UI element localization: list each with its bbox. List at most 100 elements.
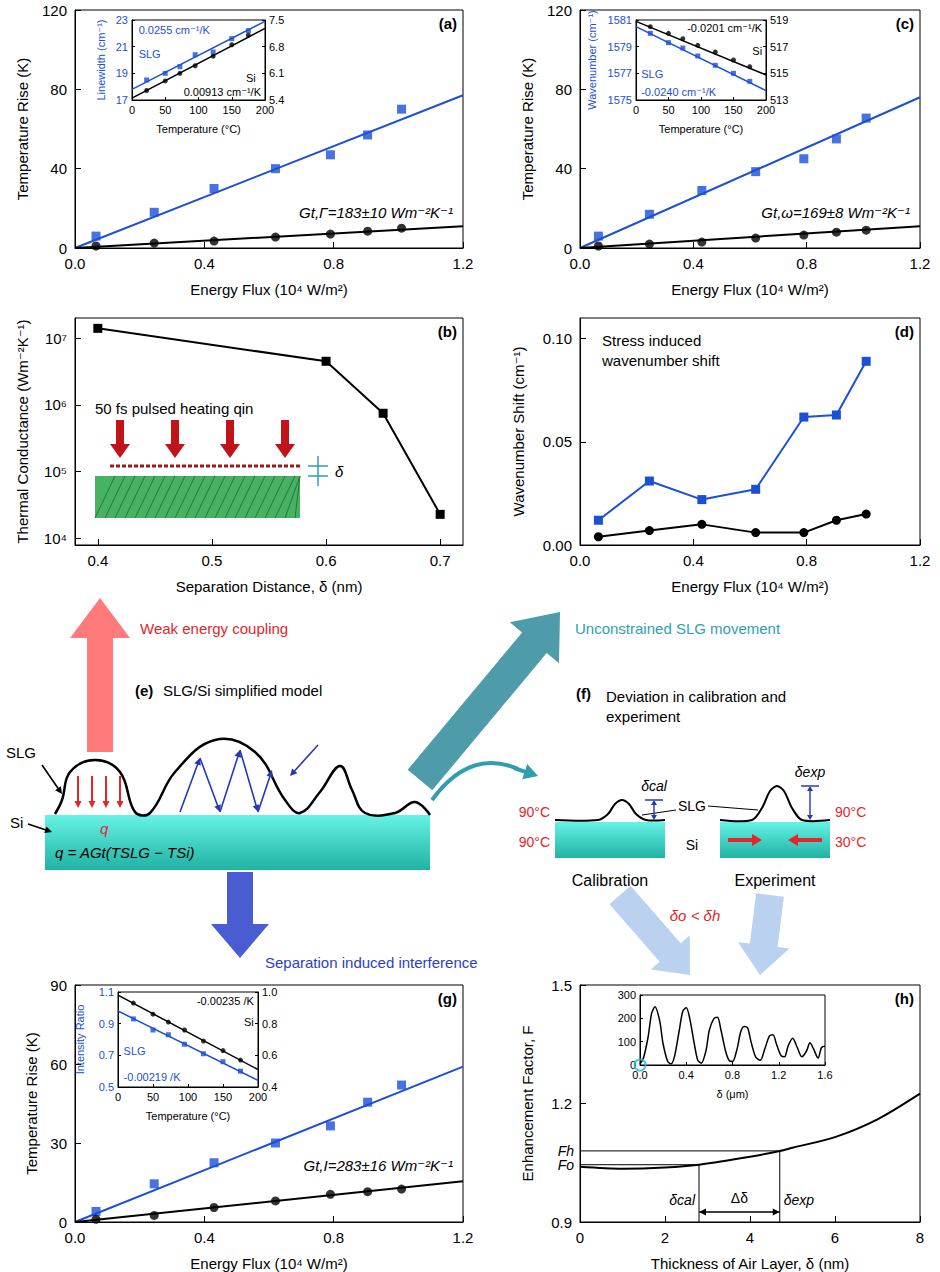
svg-text:Weak energy coupling: Weak energy coupling [140, 620, 288, 637]
svg-text:-0.0240 cm⁻¹/K: -0.0240 cm⁻¹/K [641, 86, 717, 98]
svg-text:1.2: 1.2 [551, 1095, 572, 1112]
svg-text:4: 4 [746, 1229, 754, 1246]
svg-text:200: 200 [757, 104, 775, 116]
svg-text:0.4: 0.4 [679, 1069, 694, 1081]
svg-text:80: 80 [50, 81, 67, 98]
svg-text:-0.0201 cm⁻¹/K: -0.0201 cm⁻¹/K [687, 22, 763, 34]
svg-text:0.0: 0.0 [65, 255, 86, 272]
svg-text:Gt,I=283±16 Wm⁻²K⁻¹: Gt,I=283±16 Wm⁻²K⁻¹ [303, 1157, 453, 1174]
svg-text:wavenumber shift: wavenumber shift [601, 352, 720, 369]
svg-text:SLG: SLG [124, 1045, 146, 1057]
svg-text:200: 200 [249, 1091, 267, 1103]
svg-text:0.4: 0.4 [194, 255, 215, 272]
svg-text:Δδ: Δδ [731, 1190, 748, 1206]
svg-text:0: 0 [633, 104, 639, 116]
svg-text:δexp: δexp [795, 764, 826, 780]
svg-text:100: 100 [618, 1036, 636, 1048]
svg-text:517: 517 [770, 41, 788, 53]
svg-text:Deviation in calibration and: Deviation in calibration and [606, 688, 790, 705]
svg-text:Wavenumber Shift (cm⁻¹): Wavenumber Shift (cm⁻¹) [510, 347, 527, 517]
svg-text:0: 0 [129, 104, 135, 116]
svg-text:7.5: 7.5 [269, 14, 284, 26]
svg-text:Fo: Fo [558, 1157, 575, 1173]
svg-text:Wavenumber (cm⁻¹): Wavenumber (cm⁻¹) [586, 10, 598, 110]
svg-text:SLG: SLG [678, 798, 706, 814]
svg-text:q = AGt(TSLG − TSi): q = AGt(TSLG − TSi) [55, 844, 194, 861]
svg-text:100: 100 [692, 104, 710, 116]
svg-text:6: 6 [831, 1229, 839, 1246]
svg-text:1579: 1579 [608, 41, 632, 53]
svg-text:1.6: 1.6 [817, 1069, 832, 1081]
svg-text:Intensity Ratio: Intensity Ratio [74, 1005, 86, 1075]
svg-text:0.7: 0.7 [430, 552, 451, 569]
svg-text:Energy Flux (10⁴ W/m²): Energy Flux (10⁴ W/m²) [671, 578, 828, 595]
svg-text:0.4: 0.4 [194, 1229, 215, 1246]
svg-text:0.4: 0.4 [683, 255, 704, 272]
svg-text:(h): (h) [895, 990, 914, 1007]
svg-text:(g): (g) [438, 990, 457, 1007]
svg-text:SLG: SLG [6, 744, 36, 761]
svg-text:0.0255 cm⁻¹/K: 0.0255 cm⁻¹/K [139, 24, 211, 36]
svg-text:Temperature Rise (K): Temperature Rise (K) [14, 58, 31, 201]
svg-text:10⁵: 10⁵ [44, 463, 67, 480]
svg-text:1581: 1581 [608, 14, 632, 26]
svg-text:200: 200 [618, 1012, 636, 1024]
svg-text:SLG: SLG [139, 48, 161, 60]
svg-text:0.7: 0.7 [99, 1049, 114, 1061]
svg-text:Unconstrained SLG movement: Unconstrained SLG movement [575, 620, 781, 637]
svg-text:(c): (c) [896, 15, 914, 32]
svg-text:0.0: 0.0 [570, 552, 591, 569]
svg-text:0.05: 0.05 [543, 433, 572, 450]
svg-text:Si: Si [686, 837, 698, 853]
svg-text:Thickness of Air Layer, δ (nm): Thickness of Air Layer, δ (nm) [651, 1255, 849, 1272]
svg-text:1.2: 1.2 [453, 255, 474, 272]
svg-text:0: 0 [59, 240, 67, 257]
svg-text:1.2: 1.2 [910, 552, 931, 569]
svg-text:-0.00235 /K: -0.00235 /K [197, 995, 255, 1007]
svg-text:-0.00219 /K: -0.00219 /K [124, 1071, 182, 1083]
svg-text:Calibration: Calibration [572, 872, 648, 889]
svg-text:0.9: 0.9 [99, 1018, 114, 1030]
svg-text:1.2: 1.2 [453, 1229, 474, 1246]
svg-text:2: 2 [661, 1229, 669, 1246]
svg-text:50 fs pulsed heating qin: 50 fs pulsed heating qin [95, 400, 253, 417]
svg-text:60: 60 [50, 1056, 67, 1073]
svg-text:80: 80 [555, 81, 572, 98]
svg-text:0.5: 0.5 [202, 552, 223, 569]
svg-text:Temperature (°C): Temperature (°C) [156, 123, 240, 135]
svg-text:0.00913 cm⁻¹/K: 0.00913 cm⁻¹/K [184, 86, 262, 98]
svg-text:0.8: 0.8 [796, 255, 817, 272]
svg-text:0.8: 0.8 [323, 255, 344, 272]
svg-text:200: 200 [256, 104, 274, 116]
svg-text:Si: Si [244, 1016, 254, 1028]
svg-text:δ (μm): δ (μm) [716, 1088, 748, 1100]
svg-text:40: 40 [555, 160, 572, 177]
svg-text:δ: δ [335, 463, 344, 480]
svg-text:515: 515 [770, 67, 788, 79]
svg-text:100: 100 [189, 104, 207, 116]
svg-text:0.8: 0.8 [725, 1069, 740, 1081]
svg-text:300: 300 [618, 989, 636, 1001]
svg-text:δexp: δexp [784, 1192, 815, 1208]
svg-text:SLG: SLG [641, 68, 663, 80]
svg-text:150: 150 [724, 104, 742, 116]
svg-text:0: 0 [59, 1214, 67, 1231]
svg-text:Temperature Rise (K): Temperature Rise (K) [23, 1032, 40, 1175]
svg-text:SLG/Si simplified model: SLG/Si simplified model [163, 682, 322, 699]
svg-text:10⁴: 10⁴ [44, 530, 67, 547]
svg-text:0.8: 0.8 [796, 552, 817, 569]
svg-text:1.2: 1.2 [771, 1069, 786, 1081]
svg-text:1.0: 1.0 [262, 986, 277, 998]
svg-text:50: 50 [159, 104, 171, 116]
svg-text:(a): (a) [439, 15, 457, 32]
svg-text:(d): (d) [895, 323, 914, 340]
svg-text:90°C: 90°C [835, 804, 866, 820]
svg-text:6.8: 6.8 [269, 41, 284, 53]
svg-text:120: 120 [42, 2, 67, 19]
svg-text:Experiment: Experiment [735, 872, 816, 889]
svg-text:120: 120 [547, 2, 572, 19]
svg-text:519: 519 [770, 14, 788, 26]
svg-text:Thermal Conductance (Wm⁻²K⁻¹): Thermal Conductance (Wm⁻²K⁻¹) [14, 319, 31, 543]
svg-text:0.00: 0.00 [543, 537, 572, 554]
svg-text:0.0: 0.0 [65, 1229, 86, 1246]
